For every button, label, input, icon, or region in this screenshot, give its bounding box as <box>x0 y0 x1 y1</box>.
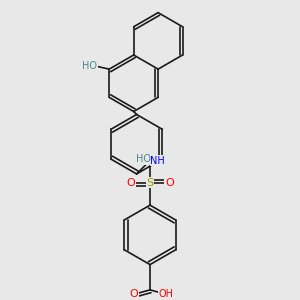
Text: S: S <box>146 178 154 188</box>
Text: HO: HO <box>82 61 98 71</box>
Text: O: O <box>129 289 138 299</box>
Text: O: O <box>126 178 135 188</box>
Text: OH: OH <box>159 289 174 299</box>
Text: NH: NH <box>150 155 165 166</box>
Text: HO: HO <box>136 154 151 164</box>
Text: O: O <box>165 178 174 188</box>
